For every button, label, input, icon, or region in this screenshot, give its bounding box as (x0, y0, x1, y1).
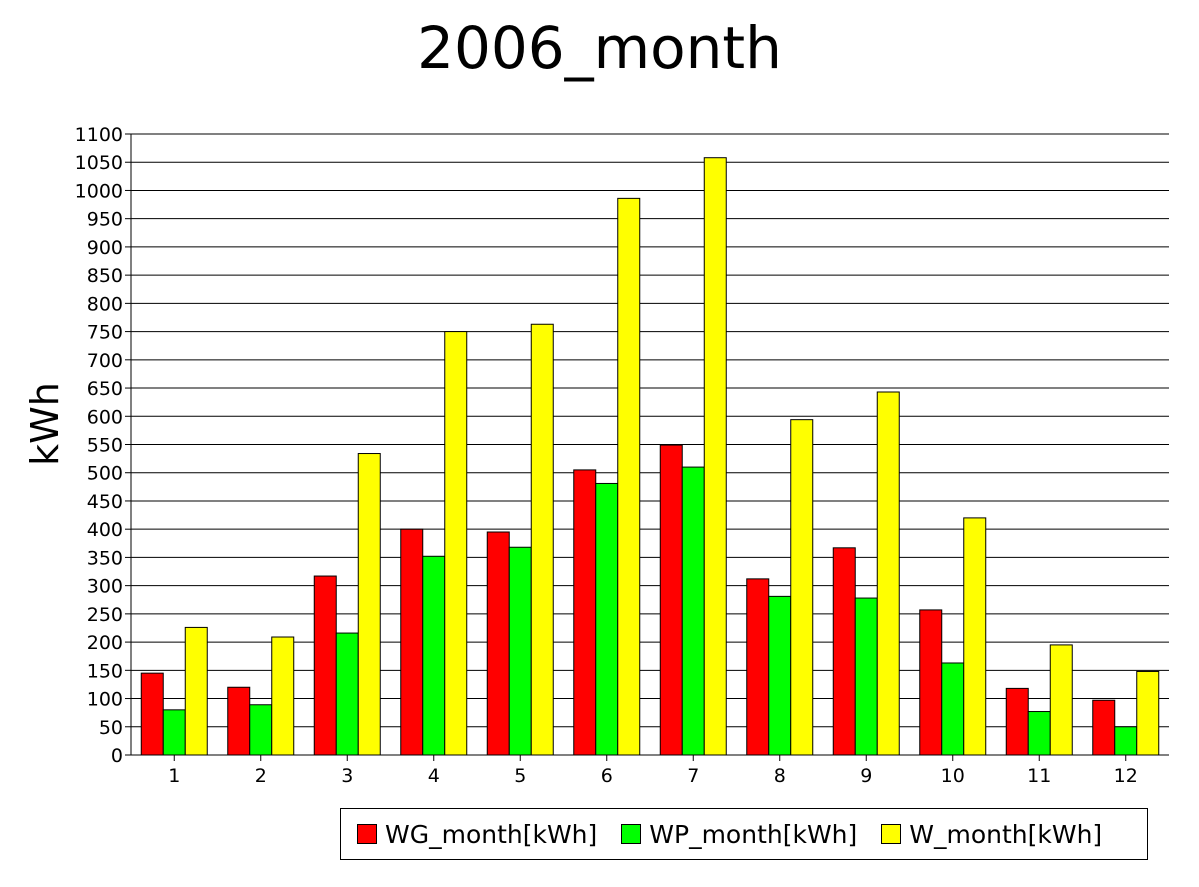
x-tick-label: 10 (941, 765, 965, 787)
bars (140, 157, 1160, 756)
bar-wp-month-kwh--4 (422, 555, 446, 756)
y-tick-label: 900 (87, 237, 123, 259)
bar-wp-month-kwh--9 (854, 597, 878, 756)
bar-wg-month-kwh--7 (659, 444, 683, 756)
y-tick-label: 400 (87, 519, 123, 541)
y-tick-label: 950 (87, 209, 123, 231)
bar-wg-month-kwh--10 (919, 609, 943, 756)
bar-w-month-kwh--1 (184, 626, 208, 756)
bar-w-month-kwh--5 (530, 323, 554, 756)
bar-wg-month-kwh--2 (227, 686, 251, 756)
y-tick-label: 1100 (75, 124, 123, 146)
y-tick-label: 250 (87, 604, 123, 626)
bar-w-month-kwh--9 (876, 391, 900, 756)
bar-wp-month-kwh--7 (681, 466, 705, 756)
chart-title: 2006_month (417, 14, 782, 82)
bar-wg-month-kwh--5 (486, 531, 510, 756)
x-tick-label: 9 (860, 765, 872, 787)
y-tick-label: 450 (87, 491, 123, 513)
bar-wp-month-kwh--3 (335, 632, 359, 756)
legend-item: WP_month[kWh] (621, 820, 857, 849)
x-tick-label: 5 (514, 765, 526, 787)
bar-wp-month-kwh--2 (249, 704, 273, 756)
bar-wg-month-kwh--4 (400, 528, 424, 756)
y-tick-label: 750 (87, 322, 123, 344)
y-tick-label: 200 (87, 632, 123, 654)
y-tick-label: 0 (111, 745, 123, 767)
bar-wp-month-kwh--1 (162, 709, 186, 756)
bar-wg-month-kwh--1 (140, 672, 164, 756)
bar-w-month-kwh--12 (1136, 670, 1160, 756)
y-tick-label: 1000 (75, 180, 123, 202)
x-tick-label: 6 (601, 765, 613, 787)
bar-w-month-kwh--7 (703, 157, 727, 756)
legend-label: WP_month[kWh] (649, 819, 858, 849)
bar-wg-month-kwh--12 (1092, 699, 1116, 756)
bar-wp-month-kwh--6 (595, 482, 619, 756)
bar-wp-month-kwh--8 (768, 595, 792, 756)
bar-wg-month-kwh--6 (573, 469, 597, 756)
bar-w-month-kwh--11 (1049, 644, 1073, 756)
y-tick-labels: 0 50 100 150 200 250 300 350 400 450 500 550 600 650 7… (75, 124, 131, 767)
y-axis-label: kWh (23, 382, 67, 466)
legend-swatch (621, 824, 642, 844)
x-tick-label: 12 (1114, 765, 1138, 787)
bar-wg-month-kwh--9 (832, 547, 856, 756)
bar-wg-month-kwh--8 (746, 578, 770, 756)
bar-wg-month-kwh--11 (1005, 687, 1029, 756)
legend: WG_month[kWh] WP_month[kWh] W_month[kWh] (340, 808, 1148, 860)
bar-w-month-kwh--4 (444, 331, 468, 756)
y-tick-label: 650 (87, 378, 123, 400)
y-tick-label: 800 (87, 293, 123, 315)
bar-wp-month-kwh--5 (508, 546, 532, 756)
bar-w-month-kwh--3 (357, 453, 381, 756)
x-tick-label: 3 (341, 765, 353, 787)
bar-wp-month-kwh--10 (941, 662, 965, 756)
y-tick-label: 150 (87, 660, 123, 682)
y-tick-label: 550 (87, 435, 123, 457)
x-tick-labels: 1 2 3 4 5 6 7 8 9 10 11 12 (168, 755, 1138, 787)
x-tick-label: 11 (1027, 765, 1051, 787)
bar-wg-month-kwh--3 (313, 575, 337, 756)
bar-w-month-kwh--8 (790, 419, 814, 756)
y-tick-label: 350 (87, 547, 123, 569)
legend-item: WG_month[kWh] (357, 820, 597, 849)
x-tick-label: 8 (774, 765, 786, 787)
y-tick-label: 850 (87, 265, 123, 287)
y-tick-label: 700 (87, 350, 123, 372)
y-tick-label: 500 (87, 463, 123, 485)
bar-w-month-kwh--2 (271, 636, 295, 756)
legend-label: W_month[kWh] (909, 819, 1103, 849)
y-tick-label: 300 (87, 576, 123, 598)
y-tick-label: 600 (87, 406, 123, 428)
bar-w-month-kwh--10 (963, 517, 987, 756)
y-tick-label: 50 (99, 717, 123, 739)
legend-swatch (881, 824, 902, 844)
x-tick-label: 1 (168, 765, 180, 787)
y-tick-label: 100 (87, 689, 123, 711)
legend-label: WG_month[kWh] (385, 819, 598, 849)
bar-wp-month-kwh--11 (1027, 711, 1051, 756)
y-tick-label: 1050 (75, 152, 123, 174)
legend-swatch (357, 824, 377, 844)
gridlines (131, 133, 1169, 756)
legend-item: W_month[kWh] (881, 820, 1102, 849)
bar-w-month-kwh--6 (617, 197, 641, 756)
x-tick-label: 7 (687, 765, 699, 787)
bar-wp-month-kwh--12 (1114, 726, 1138, 756)
x-tick-label: 2 (255, 765, 267, 787)
x-tick-label: 4 (428, 765, 440, 787)
